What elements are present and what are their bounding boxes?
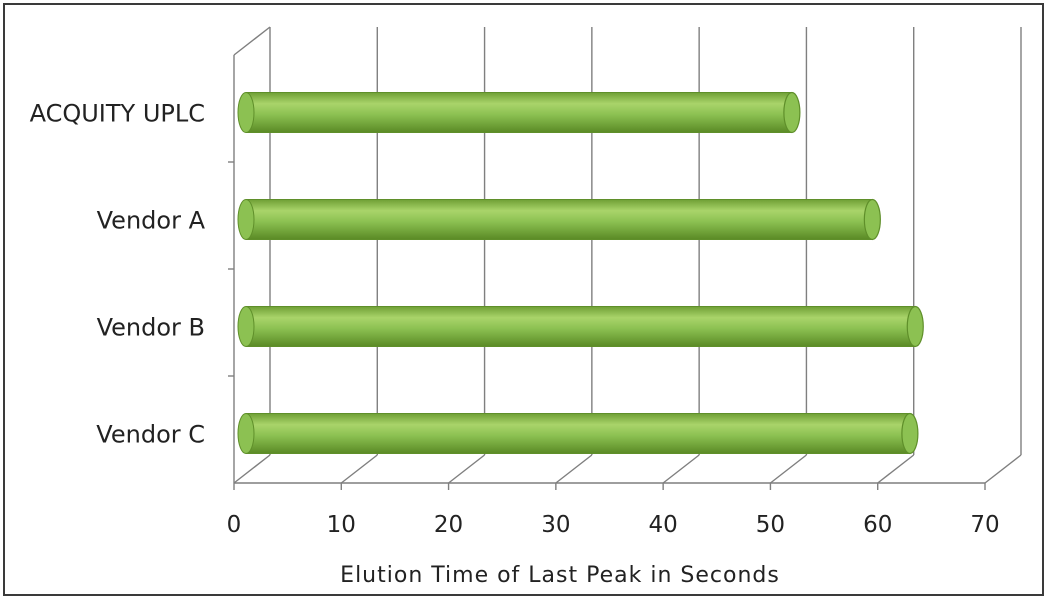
floor-gridline (448, 454, 486, 484)
bar-start-cap (237, 92, 255, 133)
floor-gridline (233, 454, 271, 484)
labels: 0 10 20 30 40 50 60 70 ACQUITY UPLC Vendor A Vendo… (30, 100, 1000, 539)
x-tick-label: 50 (756, 512, 785, 538)
floor-gridline (662, 454, 700, 484)
bar-end-cap (901, 412, 919, 455)
floor-gridline (340, 454, 378, 484)
x-tick-label: 10 (327, 512, 356, 538)
x-tick-label: 30 (541, 512, 570, 538)
category-label: Vendor C (96, 421, 205, 449)
x-tick-label: 0 (227, 512, 242, 538)
bar-end-cap (783, 91, 801, 134)
x-axis-title: Elution Time of Last Peak in Seconds (340, 563, 780, 588)
floor-gridline (769, 454, 807, 484)
x-tick-label: 70 (970, 512, 999, 538)
bar (245, 306, 916, 347)
x-tick-label: 60 (863, 512, 892, 538)
bar (245, 199, 873, 240)
bar-end-cap (863, 198, 881, 241)
category-label: Vendor B (97, 314, 205, 342)
floor-gridline (555, 454, 593, 484)
bar-start-cap (237, 413, 255, 454)
bar-end-cap (906, 305, 924, 348)
bar-start-cap (237, 306, 255, 347)
floor-gridline (984, 454, 1022, 484)
floor-gridline (877, 454, 915, 484)
bars (237, 91, 924, 455)
x-tick-label: 20 (434, 512, 463, 538)
x-tick-label: 40 (649, 512, 678, 538)
bar (245, 92, 793, 133)
category-label: Vendor A (97, 207, 206, 235)
bar-start-cap (237, 199, 255, 240)
wall-top-edge (233, 26, 271, 56)
category-label: ACQUITY UPLC (30, 100, 205, 128)
bar (245, 413, 911, 454)
